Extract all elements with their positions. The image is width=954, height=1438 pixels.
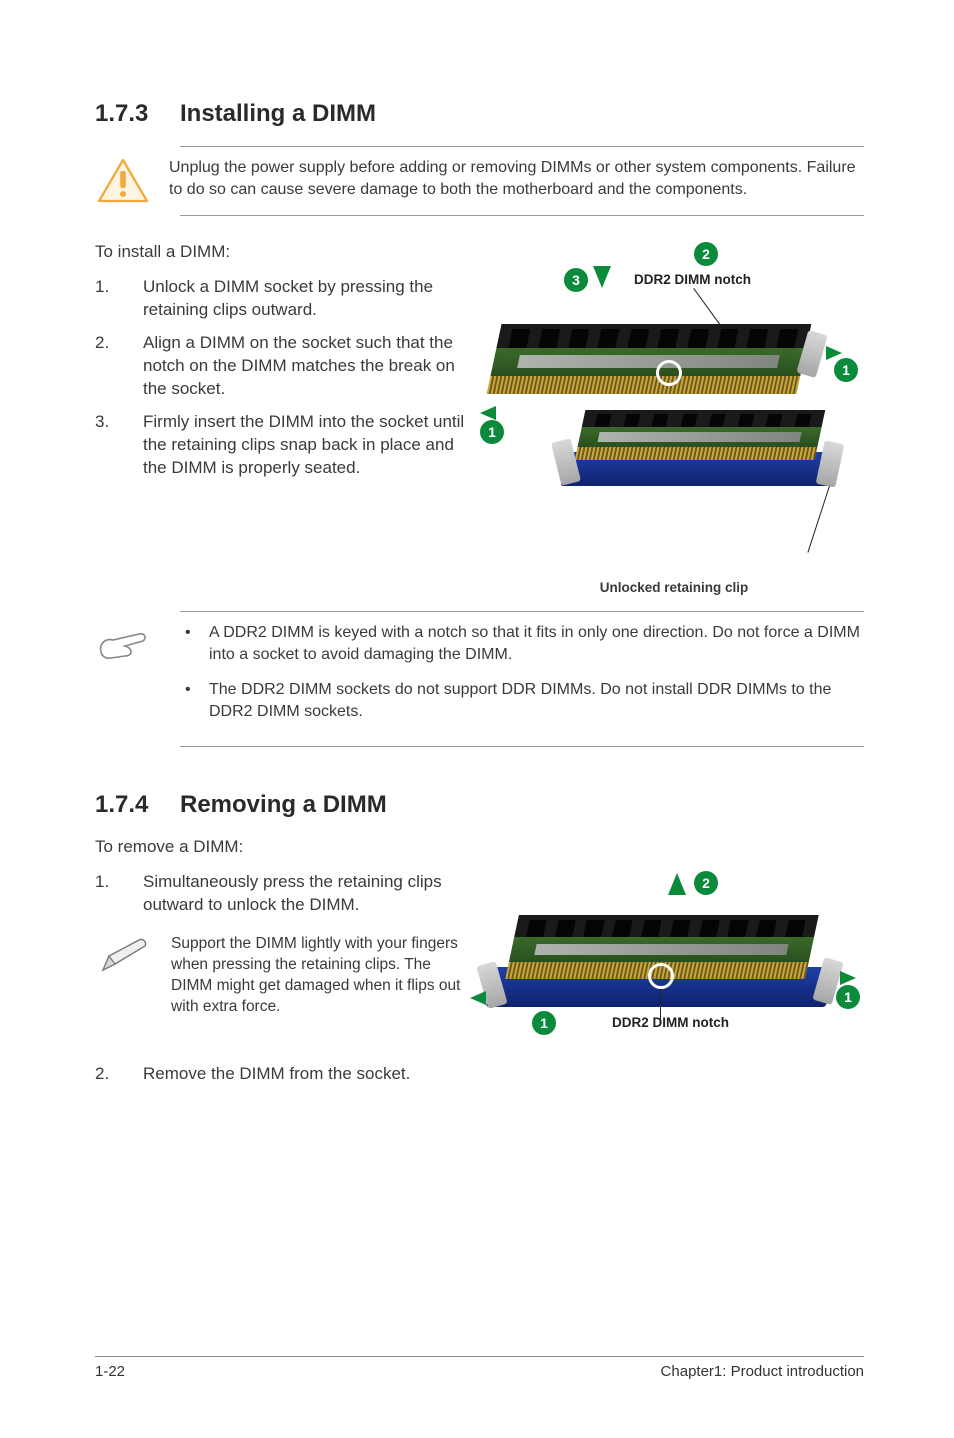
install-steps: Unlock a DIMM socket by pressing the ret…	[95, 276, 474, 480]
note-callout: A DDR2 DIMM is keyed with a notch so tha…	[180, 611, 864, 747]
warning-text: Unplug the power supply before adding or…	[169, 157, 864, 200]
leader-caption	[807, 486, 830, 553]
heading-174: 1.7.4Removing a DIMM	[95, 791, 864, 819]
note-item-1: A DDR2 DIMM is keyed with a notch so tha…	[171, 622, 864, 667]
remove-steps-1: Simultaneously press the retaining clips…	[95, 871, 474, 917]
dimm-lower	[575, 410, 826, 460]
warning-icon-col	[95, 157, 151, 205]
badge-1-remove-right: 1	[836, 985, 860, 1009]
arrow-right-remove-icon	[840, 971, 856, 985]
install-step-1: Unlock a DIMM socket by pressing the ret…	[95, 276, 474, 322]
pencil-icon	[95, 934, 153, 978]
diagram-caption: Unlocked retaining clip	[484, 580, 864, 595]
badge-2-remove: 2	[694, 871, 718, 895]
install-step-3: Firmly insert the DIMM into the socket u…	[95, 411, 474, 480]
remove-step-2: Remove the DIMM from the socket.	[95, 1063, 864, 1086]
notch-ring-remove	[648, 963, 674, 989]
hand-point-icon	[95, 622, 153, 666]
title-173: Installing a DIMM	[180, 100, 376, 127]
title-174: Removing a DIMM	[180, 791, 387, 818]
clip-lower-left	[551, 438, 581, 486]
dimm-upper	[487, 324, 812, 394]
arrow-left-remove-icon	[470, 991, 486, 1005]
notch-label: DDR2 DIMM notch	[634, 272, 751, 287]
note-item-2: The DDR2 DIMM sockets do not support DDR…	[171, 679, 864, 724]
badge-1-remove-left: 1	[532, 1011, 556, 1035]
notch-ring-upper	[656, 360, 682, 386]
arrow-up-icon	[668, 873, 686, 895]
pen-icon-col	[95, 934, 153, 978]
pen-callout: Support the DIMM lightly with your finge…	[180, 928, 474, 1024]
secnum-174: 1.7.4	[95, 791, 180, 819]
install-step-2: Align a DIMM on the socket such that the…	[95, 332, 474, 401]
footer-chapter: Chapter1: Product introduction	[661, 1363, 864, 1380]
badge-3: 3	[564, 268, 588, 292]
remove-step-1: Simultaneously press the retaining clips…	[95, 871, 474, 917]
arrow-left-icon	[480, 406, 496, 420]
install-lead: To install a DIMM:	[95, 242, 474, 262]
notch-label-remove: DDR2 DIMM notch	[612, 1015, 729, 1030]
warning-icon	[96, 157, 150, 205]
arrow-down-icon	[593, 266, 611, 288]
badge-1-right: 1	[834, 358, 858, 382]
remove-diagram: 2 1 1 DDR2 DIMM notch	[484, 871, 864, 1051]
secnum-173: 1.7.3	[95, 100, 180, 128]
page-footer: 1-22 Chapter1: Product introduction	[95, 1356, 864, 1380]
remove-steps-2: Remove the DIMM from the socket.	[95, 1063, 864, 1086]
note-list: A DDR2 DIMM is keyed with a notch so tha…	[171, 622, 864, 724]
remove-lead: To remove a DIMM:	[95, 837, 864, 857]
badge-2-top: 2	[694, 242, 718, 266]
pen-note-text: Support the DIMM lightly with your finge…	[171, 934, 474, 1018]
heading-173: 1.7.3Installing a DIMM	[95, 100, 864, 128]
leader-notch-remove	[660, 989, 661, 1021]
arrow-right-icon	[826, 346, 842, 360]
install-diagram: 2 DDR2 DIMM notch 3 1 1	[484, 242, 864, 572]
badge-1-left: 1	[480, 420, 504, 444]
hand-icon-col	[95, 622, 153, 666]
warning-callout: Unplug the power supply before adding or…	[180, 146, 864, 216]
clip-lower-right	[816, 440, 845, 487]
footer-page-number: 1-22	[95, 1363, 125, 1380]
